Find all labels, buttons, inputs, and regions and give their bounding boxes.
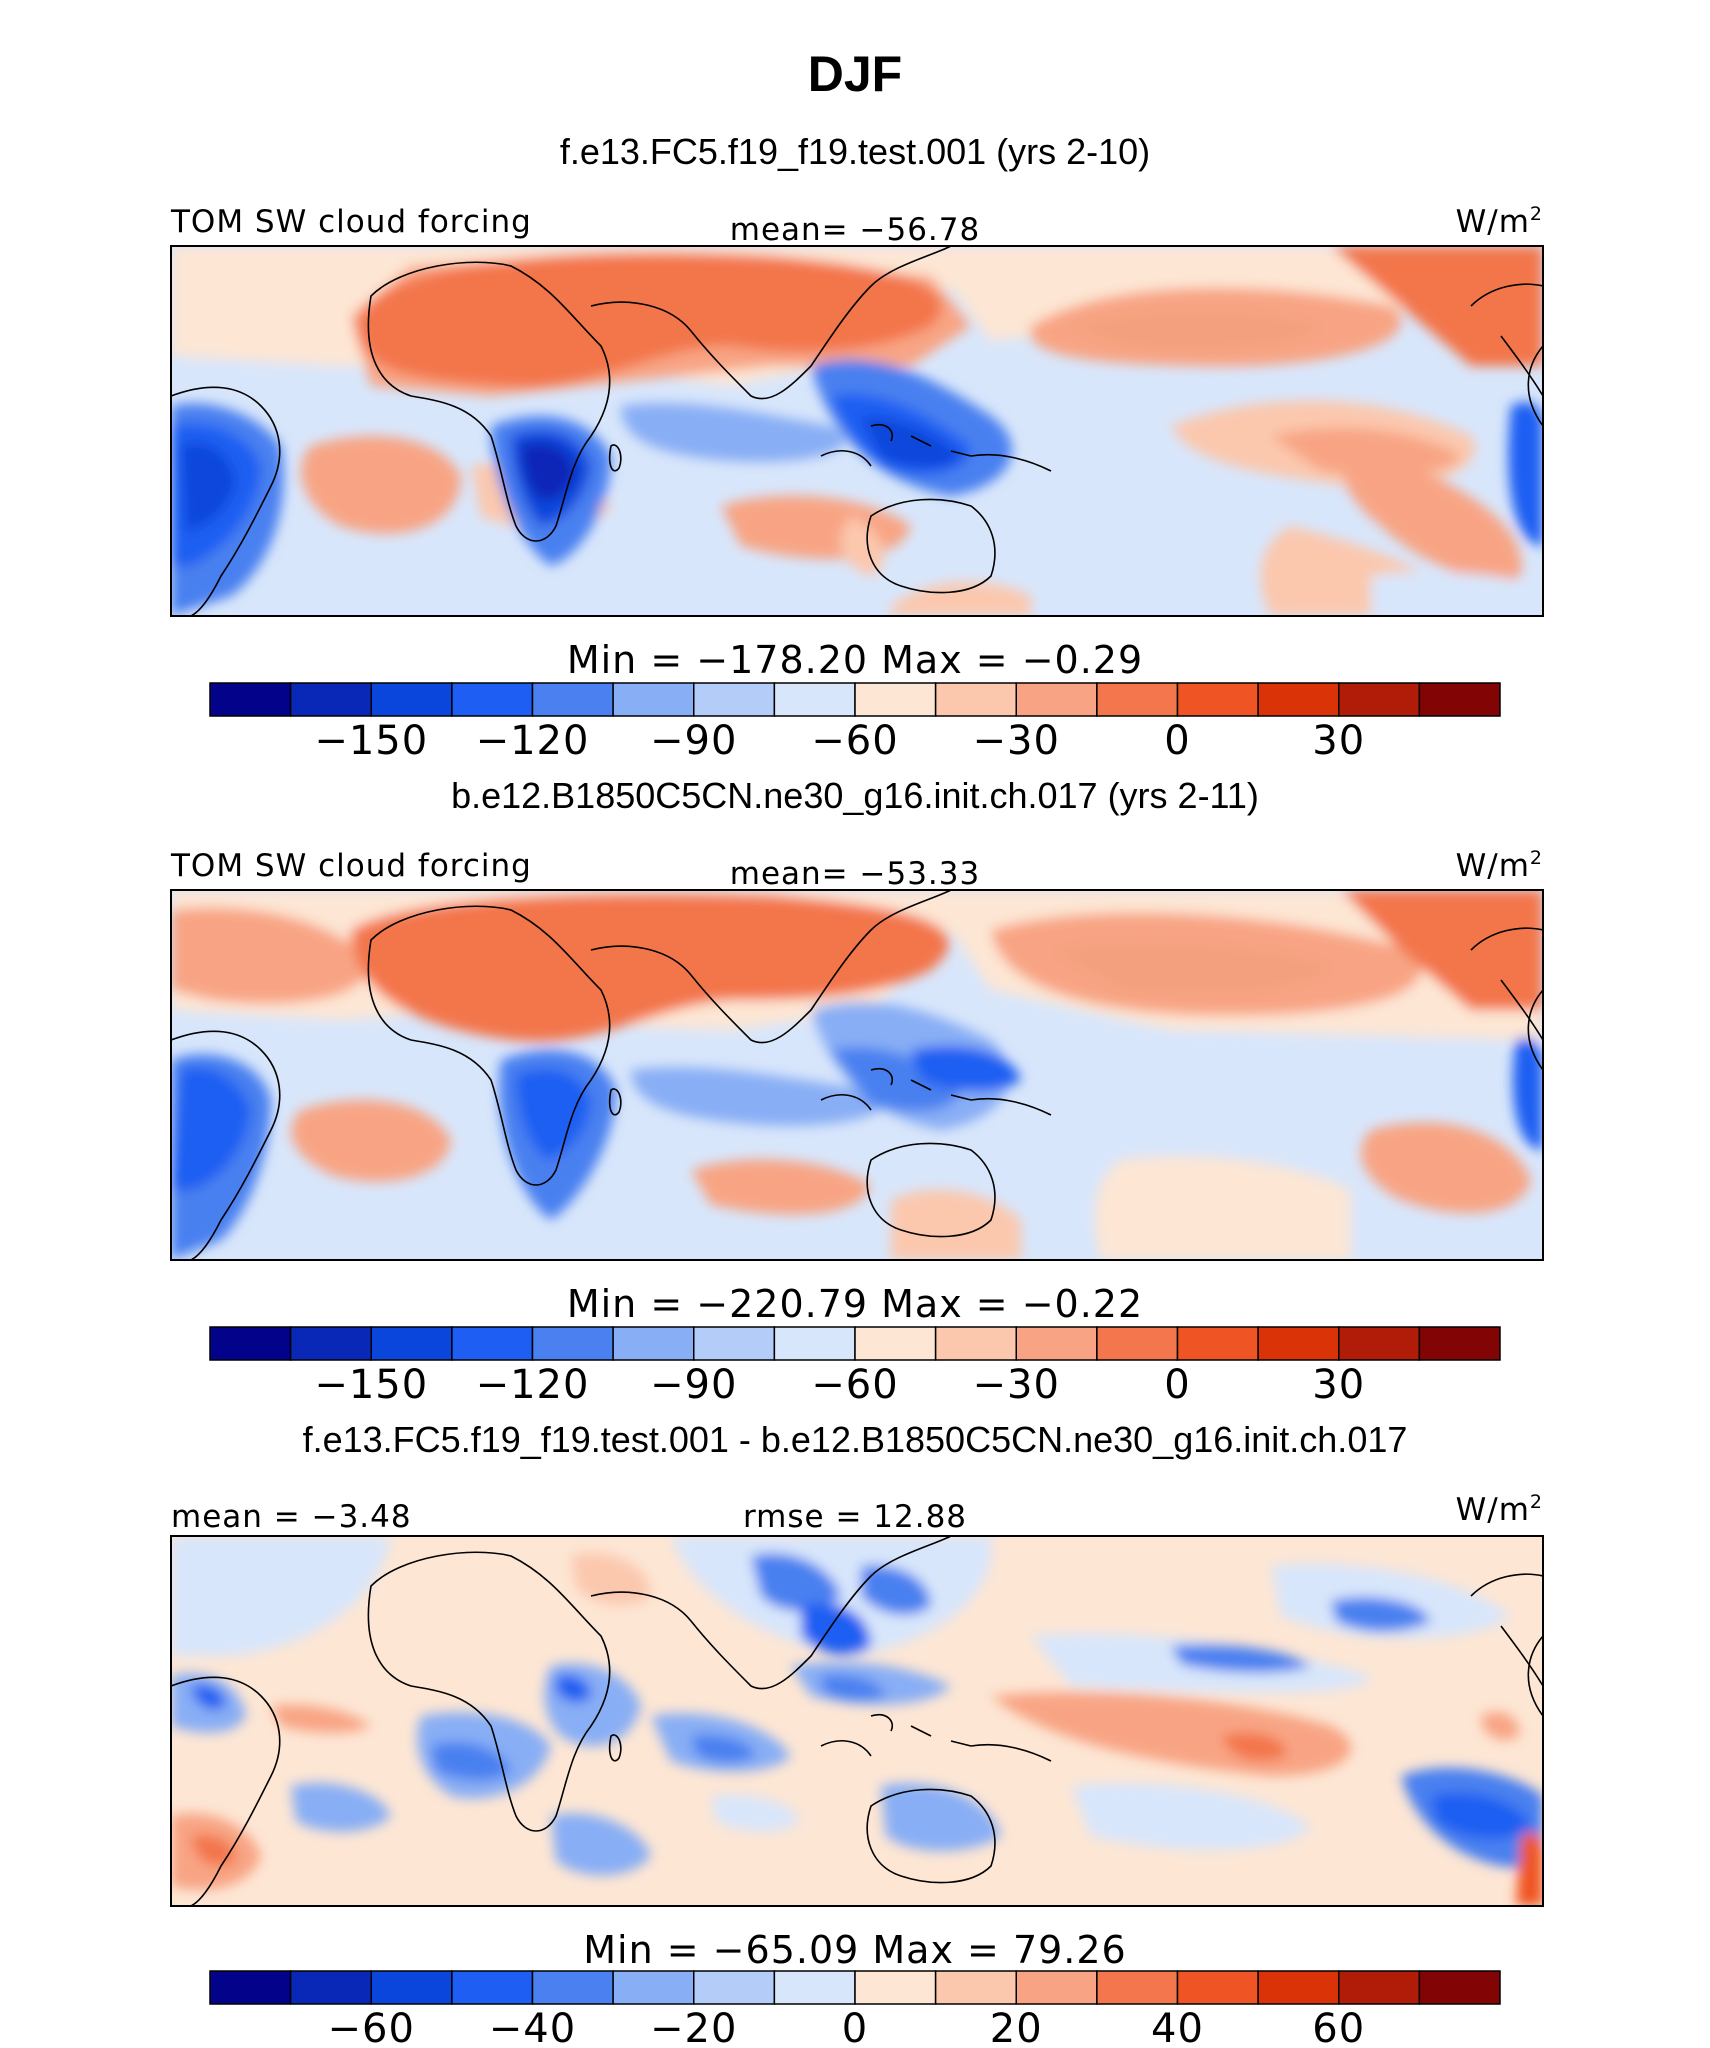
colorbar-3-bin xyxy=(370,1970,453,2005)
colorbar-3-bin xyxy=(1176,1970,1259,2005)
colorbar-3-bin xyxy=(1338,1970,1421,2005)
colorbar-3-bin xyxy=(693,1970,776,2005)
colorbar-3-bin xyxy=(854,1970,937,2005)
colorbar-3-bin xyxy=(1257,1970,1340,2005)
colorbar-2-tick-label: −150 xyxy=(314,1362,428,1408)
colorbar-2-bin xyxy=(1257,1326,1340,1361)
colorbar-2-bin xyxy=(693,1326,776,1361)
colorbar-1-bin xyxy=(1418,682,1501,717)
colorbar-1-bin xyxy=(612,682,695,717)
panel-3-minmax: Min = −65.09 Max = 79.26 xyxy=(583,1928,1126,1972)
colorbar-2-bin xyxy=(1096,1326,1179,1361)
colorbar-3-tick-label: 60 xyxy=(1312,2006,1365,2048)
colorbar-1-tick-label: 0 xyxy=(1164,718,1190,764)
panel-2-minmax: Min = −220.79 Max = −0.22 xyxy=(567,1282,1143,1326)
colorbar-1-bin xyxy=(1015,682,1098,717)
colorbar-2-bin xyxy=(1015,1326,1098,1361)
panel-2: b.e12.B1850C5CN.ne30_g16.init.ch.017 (yr… xyxy=(170,775,1544,1408)
panel-2-variable-label: TOM SW cloud forcing xyxy=(170,848,532,884)
panel-3-title: f.e13.FC5.f19_f19.test.001 - b.e12.B1850… xyxy=(303,1419,1408,1460)
colorbar-3-bin xyxy=(1015,1970,1098,2005)
colorbar-1-bin xyxy=(854,682,937,717)
panel-3: f.e13.FC5.f19_f19.test.001 - b.e12.B1850… xyxy=(170,1419,1544,2048)
colorbar-1-tick-label: −120 xyxy=(476,718,590,764)
colorbar-1-bin xyxy=(289,682,372,717)
colorbar-1-tick-label: −30 xyxy=(973,718,1060,764)
colorbar-3-tick-label: 0 xyxy=(842,2006,868,2048)
colorbar-1-tick-label: −90 xyxy=(650,718,737,764)
colorbar-2-bin xyxy=(370,1326,453,1361)
panel-1: f.e13.FC5.f19_f19.test.001 (yrs 2-10) TO… xyxy=(170,131,1544,764)
colorbar-2-bin xyxy=(773,1326,856,1361)
colorbar-1-bin xyxy=(934,682,1017,717)
colorbar-3-tick-label: −40 xyxy=(489,2006,576,2048)
colorbar-2-bin xyxy=(1418,1326,1501,1361)
panel-1-variable-label: TOM SW cloud forcing xyxy=(170,204,532,240)
colorbar-3-bin xyxy=(1096,1970,1179,2005)
colorbar-2-bin xyxy=(531,1326,614,1361)
colorbar-1-bin xyxy=(1338,682,1421,717)
colorbar-2-tick-label: −120 xyxy=(476,1362,590,1408)
colorbar-1-bin xyxy=(773,682,856,717)
colorbar-1-bin xyxy=(451,682,534,717)
colorbar-1-bin xyxy=(693,682,776,717)
colorbar-3-bin xyxy=(531,1970,614,2005)
colorbar-3-tick-label: 20 xyxy=(990,2006,1043,2048)
panel-1-units: W/m2 xyxy=(1456,203,1543,240)
colorbar-1-bin xyxy=(209,682,292,717)
colorbar-2-bin xyxy=(612,1326,695,1361)
colorbar-1-tick-label: 30 xyxy=(1312,718,1365,764)
panel-2-title: b.e12.B1850C5CN.ne30_g16.init.ch.017 (yr… xyxy=(451,775,1259,816)
panel-1-frame xyxy=(170,245,1544,617)
panel-3-mean-label: mean = −3.48 xyxy=(171,1499,412,1535)
colorbar-1-bin xyxy=(1176,682,1259,717)
colorbar-1-bin xyxy=(531,682,614,717)
colorbar-2-bin xyxy=(451,1326,534,1361)
colorbar-2-bin xyxy=(289,1326,372,1361)
colorbar-3-bin xyxy=(934,1970,1017,2005)
panel-3-map xyxy=(171,1536,1543,1906)
panel-2-colorbar: −150 −120 −90 −60 −30 0 30 xyxy=(209,1326,1501,1408)
colorbar-3-tick-label: 40 xyxy=(1151,2006,1204,2048)
colorbar-1-tick-label: −60 xyxy=(811,718,898,764)
colorbar-1-bin xyxy=(370,682,453,717)
panel-3-colorbar: −60 −40 −20 0 20 40 60 xyxy=(209,1970,1501,2048)
panel-3-frame xyxy=(170,1535,1544,1907)
colorbar-3-tick-label: −60 xyxy=(328,2006,415,2048)
panel-1-map xyxy=(171,246,1543,616)
colorbar-2-tick-label: −60 xyxy=(811,1362,898,1408)
panel-2-frame xyxy=(170,889,1544,1261)
panel-1-mean-label: mean= −56.78 xyxy=(730,212,980,248)
colorbar-3-bin xyxy=(773,1970,856,2005)
panel-2-map xyxy=(171,890,1543,1260)
colorbar-2-tick-label: −30 xyxy=(973,1362,1060,1408)
panel-3-rmse-label: rmse = 12.88 xyxy=(743,1499,967,1535)
panel-2-mean-label: mean= −53.33 xyxy=(730,856,980,892)
colorbar-1-bin xyxy=(1096,682,1179,717)
panel-1-colorbar: −150 −120 −90 −60 −30 0 30 xyxy=(209,682,1501,764)
colorbar-2-tick-label: 30 xyxy=(1312,1362,1365,1408)
colorbar-3-bin xyxy=(1418,1970,1501,2005)
colorbar-1-bin xyxy=(1257,682,1340,717)
colorbar-2-bin xyxy=(1338,1326,1421,1361)
panel-1-minmax: Min = −178.20 Max = −0.29 xyxy=(567,638,1143,682)
colorbar-3-bin xyxy=(289,1970,372,2005)
colorbar-2-bin xyxy=(1176,1326,1259,1361)
colorbar-1-tick-label: −150 xyxy=(314,718,428,764)
colorbar-2-bin xyxy=(854,1326,937,1361)
colorbar-3-bin xyxy=(451,1970,534,2005)
colorbar-2-tick-label: 0 xyxy=(1164,1362,1190,1408)
panel-3-units: W/m2 xyxy=(1456,1491,1543,1528)
page-title: DJF xyxy=(808,46,902,102)
panel-2-units: W/m2 xyxy=(1456,847,1543,884)
colorbar-3-bin xyxy=(209,1970,292,2005)
colorbar-2-tick-label: −90 xyxy=(650,1362,737,1408)
colorbar-2-bin xyxy=(209,1326,292,1361)
colorbar-3-bin xyxy=(612,1970,695,2005)
colorbar-3-tick-label: −20 xyxy=(650,2006,737,2048)
colorbar-2-bin xyxy=(934,1326,1017,1361)
panel-1-title: f.e13.FC5.f19_f19.test.001 (yrs 2-10) xyxy=(560,131,1150,172)
